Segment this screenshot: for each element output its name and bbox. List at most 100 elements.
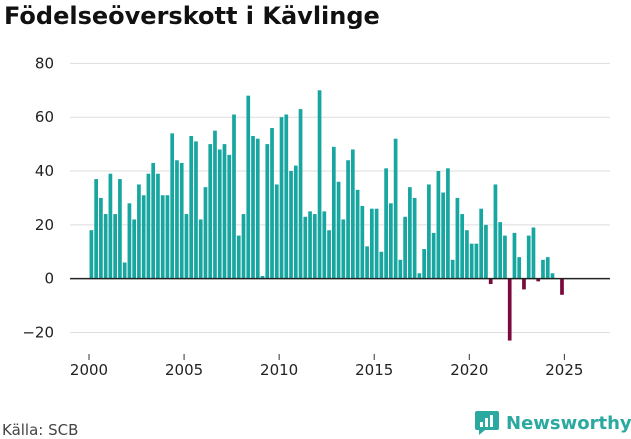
bar: [308, 211, 312, 279]
bar: [189, 136, 194, 279]
newsworthy-logo-icon: [475, 411, 499, 435]
brand-name: Newsworthy: [506, 412, 631, 434]
bar: [322, 211, 327, 279]
bar: [232, 114, 236, 279]
bar: [441, 192, 446, 279]
bar: [379, 251, 384, 279]
bar: [493, 184, 498, 279]
bar: [389, 203, 393, 279]
bar: [531, 227, 536, 279]
bar: [89, 230, 94, 279]
bar: [270, 127, 274, 279]
x-tick-label: 2015: [355, 361, 393, 379]
bar: [255, 138, 260, 279]
bar: [260, 275, 265, 279]
bar: [118, 179, 122, 279]
bar: [479, 208, 484, 279]
bar: [217, 149, 222, 279]
y-tick-label: 40: [35, 162, 54, 180]
bar: [289, 171, 293, 279]
bar: [398, 259, 403, 279]
bar: [327, 230, 331, 279]
bar: [545, 257, 550, 279]
bar: [227, 154, 232, 279]
bar: [393, 138, 398, 279]
bar: [132, 219, 137, 279]
bar: [156, 173, 160, 279]
bar: [122, 262, 127, 279]
bar: [550, 273, 555, 279]
bar: [251, 136, 255, 279]
bar: [184, 214, 189, 279]
bar: [465, 230, 469, 279]
y-tick-label: 20: [35, 216, 54, 234]
bar: [427, 184, 431, 279]
bar: [484, 224, 488, 279]
bar: [417, 273, 422, 279]
bar: [512, 232, 517, 279]
bar: [284, 114, 289, 279]
bar: [522, 278, 526, 290]
bar: [170, 133, 175, 279]
bar: [203, 187, 208, 279]
bar: [137, 184, 141, 279]
bar: [160, 195, 165, 279]
bar: [446, 168, 450, 279]
bar: [346, 160, 350, 279]
bar: [560, 278, 564, 295]
chart-title: Födelseöverskott i Kävlinge: [4, 2, 380, 30]
bar: [403, 216, 407, 279]
x-tick-label: 2000: [70, 361, 108, 379]
bar: [179, 162, 184, 279]
axes: −20 0 20 40 60 80 2000 2005 2010 2015 2020 2025: [22, 54, 610, 379]
bar: [336, 181, 341, 279]
bar: [436, 171, 441, 279]
bar: [141, 195, 146, 279]
bar: [94, 179, 98, 279]
bar: [127, 203, 132, 279]
bar: [246, 95, 251, 279]
bar: [360, 206, 365, 279]
bar: [355, 189, 360, 279]
bar: [408, 187, 412, 279]
bar: [369, 208, 374, 279]
bar: [194, 141, 198, 279]
x-tick-label: 2005: [165, 361, 203, 379]
bar: [384, 168, 388, 279]
bar: [350, 149, 355, 279]
bar: [165, 195, 170, 279]
bar: [317, 90, 322, 279]
bar: [541, 259, 545, 279]
bar: [108, 173, 113, 279]
newsworthy-brand: Newsworthy: [474, 408, 631, 438]
y-tick-label: −20: [22, 323, 54, 341]
bar: [113, 214, 118, 279]
bar: [175, 160, 179, 279]
bar-series: [89, 90, 564, 341]
bar: [151, 162, 156, 279]
source-note: Källa: SCB: [2, 421, 79, 439]
bar: [274, 184, 279, 279]
x-tick-label: 2025: [545, 361, 583, 379]
bar: [236, 235, 241, 279]
x-tick-label: 2020: [450, 361, 488, 379]
bar: [312, 214, 317, 279]
bar: [422, 249, 426, 279]
bar: [503, 235, 507, 279]
y-tick-label: 60: [35, 108, 54, 126]
bar: [412, 197, 417, 279]
bar: [498, 222, 503, 279]
bar: [146, 173, 151, 279]
bar: [450, 259, 455, 279]
bar: [507, 278, 512, 341]
bar: [341, 219, 346, 279]
x-tick-label: 2010: [260, 361, 298, 379]
bar: [488, 278, 493, 285]
bar: [374, 208, 379, 279]
bar: [208, 144, 213, 279]
bar: [298, 109, 303, 279]
bar: [331, 146, 336, 279]
bar: [198, 219, 203, 279]
bar: [517, 257, 522, 279]
